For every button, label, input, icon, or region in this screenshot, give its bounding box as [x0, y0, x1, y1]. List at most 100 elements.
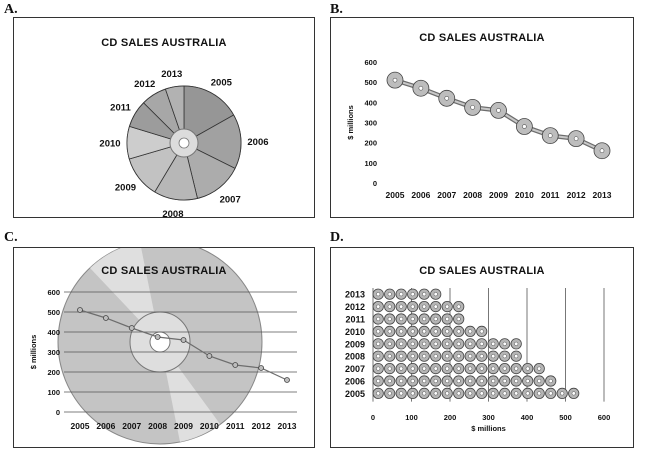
x-tick-2009: 2009 [174, 421, 193, 431]
y-tick-500: 500 [47, 308, 60, 317]
x-tick-2011: 2011 [226, 421, 245, 431]
chart-c-title: CD SALES AUSTRALIA [101, 265, 227, 277]
pie-label-2008: 2008 [162, 209, 183, 217]
point-2013 [284, 377, 290, 383]
y-tick-2005: 2005 [345, 389, 365, 399]
bar-2006 [372, 375, 557, 387]
x-tick-2006: 2006 [96, 421, 115, 431]
bar-2008 [372, 350, 522, 362]
panel-letter-a: A. [4, 2, 18, 17]
bar-2007 [372, 363, 545, 375]
pie-slice-2005 [183, 85, 235, 144]
y-tick-2006: 2006 [345, 377, 365, 387]
y-tick-300: 300 [364, 119, 377, 128]
point-2010 [206, 353, 213, 359]
x-tick-2008: 2008 [463, 190, 482, 200]
x-tick-2008: 2008 [148, 421, 167, 431]
chart-d-title: CD SALES AUSTRALIA [419, 265, 545, 277]
y-tick-100: 100 [47, 388, 60, 397]
x-tick-0: 0 [371, 413, 375, 422]
x-tick-2012: 2012 [252, 421, 271, 431]
panel-letter-d: D. [330, 230, 344, 245]
bar-2005 [372, 387, 580, 399]
chart-c-line: 0 100 200 300 400 500 600 $ millions 2005 2006 200… [29, 248, 297, 445]
point-2008 [154, 334, 161, 340]
chart-b-title: CD SALES AUSTRALIA [419, 32, 545, 44]
y-axis-label: $ millions [346, 105, 355, 140]
pie-label-2009: 2009 [115, 182, 136, 193]
x-tick-2007: 2007 [122, 421, 141, 431]
bar-2012 [372, 300, 465, 313]
bar-2010 [372, 325, 488, 338]
point-hole-2013 [599, 148, 605, 154]
chart-d-bar: 0 100 200 300 400 500 600 $ millions 2013 2012 201… [345, 288, 611, 433]
x-tick-600: 600 [598, 413, 611, 422]
chart-a-pie: 2005 2006 2007 2008 2009 2010 2011 2012 2013 [99, 69, 268, 217]
panel-letter-b: B. [330, 2, 343, 17]
x-tick-400: 400 [521, 413, 534, 422]
y-tick-200: 200 [47, 368, 60, 377]
x-tick-2005: 2005 [71, 421, 90, 431]
chart-a-panel: CD SALES AUSTRALIA 2005 2006 2007 2008 2009 2… [13, 17, 315, 218]
point-hole-2011 [547, 133, 553, 138]
y-tick-2010: 2010 [345, 327, 365, 337]
point-2006 [102, 315, 109, 321]
x-tick-2006: 2006 [411, 190, 430, 200]
panel-letter-c: C. [4, 230, 18, 245]
point-hole-2007 [444, 96, 450, 101]
point-2012 [258, 365, 265, 371]
pie-label-2012: 2012 [134, 79, 155, 90]
x-tick-2013: 2013 [278, 421, 297, 431]
bar-2011 [372, 313, 465, 325]
pie-slice-2006 [183, 114, 242, 169]
x-tick-500: 500 [559, 413, 572, 422]
bar-2013 [372, 288, 442, 300]
x-tick-100: 100 [405, 413, 418, 422]
point-hole-2005 [392, 77, 398, 83]
point-hole-2008 [470, 105, 475, 110]
x-tick-2011: 2011 [541, 190, 560, 200]
x-tick-2005: 2005 [386, 190, 405, 200]
x-tick-2009: 2009 [489, 190, 508, 200]
y-tick-200: 200 [364, 139, 377, 148]
pie-hub-hole [178, 137, 190, 149]
y-tick-2008: 2008 [345, 352, 365, 362]
x-axis-label: $ millions [471, 424, 506, 433]
x-tick-2010: 2010 [515, 190, 534, 200]
y-tick-2011: 2011 [345, 315, 365, 325]
y-tick-2007: 2007 [345, 364, 365, 374]
pie-label-2006: 2006 [247, 137, 268, 148]
point-2009 [180, 337, 187, 343]
bar-2009 [372, 338, 522, 350]
y-tick-2013: 2013 [345, 290, 365, 300]
y-tick-2012: 2012 [345, 302, 365, 312]
chart-a-title: CD SALES AUSTRALIA [101, 37, 227, 49]
y-tick-600: 600 [364, 58, 377, 67]
chart-b-line: 0 100 200 300 400 500 600 $ millions 2005 2006 200… [346, 58, 612, 200]
point-hole-2012 [573, 136, 579, 141]
x-tick-2007: 2007 [437, 190, 456, 200]
y-tick-100: 100 [364, 159, 377, 168]
x-tick-200: 200 [444, 413, 457, 422]
y-tick-600: 600 [47, 288, 60, 297]
chart-c-panel: 0 100 200 300 400 500 600 $ millions 2005 2006 200… [13, 247, 315, 448]
chart-b-panel: CD SALES AUSTRALIA 0 100 200 300 400 500 600 $ … [330, 17, 634, 218]
y-axis-label: $ millions [29, 335, 38, 370]
point-hole-2006 [418, 85, 424, 91]
pie-label-2011: 2011 [110, 103, 131, 114]
x-tick-2010: 2010 [200, 421, 219, 431]
y-tick-0: 0 [373, 179, 377, 188]
pie-label-2007: 2007 [220, 194, 241, 205]
x-tick-2013: 2013 [593, 190, 612, 200]
pie-label-2005: 2005 [211, 78, 233, 89]
y-tick-2009: 2009 [345, 339, 365, 349]
point-2011 [232, 362, 239, 368]
point-hole-2009 [496, 108, 501, 113]
y-tick-300: 300 [47, 348, 60, 357]
x-tick-2012: 2012 [567, 190, 586, 200]
y-tick-400: 400 [47, 328, 60, 337]
x-tick-300: 300 [482, 413, 495, 422]
pie-label-2013: 2013 [161, 69, 182, 80]
point-hole-2010 [522, 124, 527, 129]
y-tick-0: 0 [56, 408, 60, 417]
